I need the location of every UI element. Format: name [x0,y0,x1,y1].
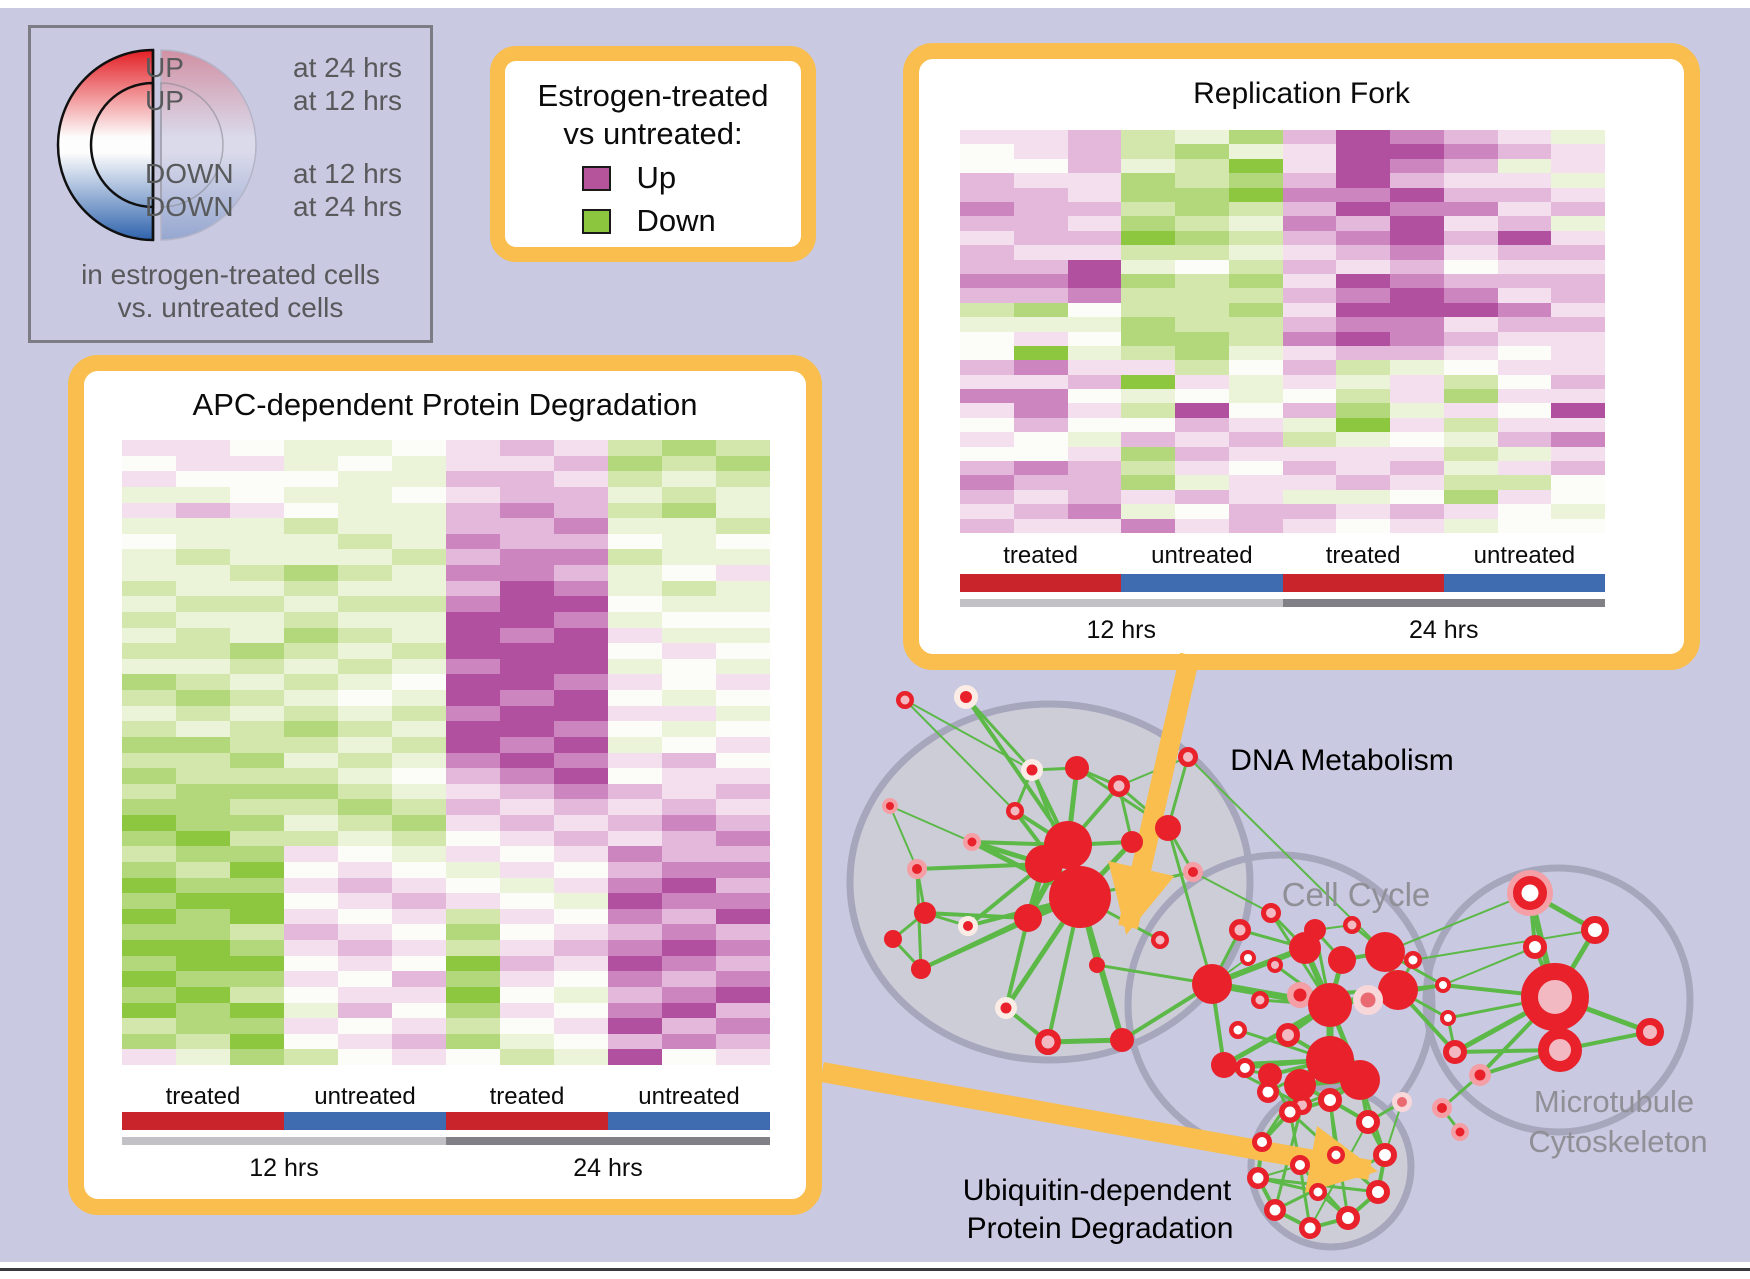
rf-condition-bar [960,574,1605,592]
rf-condition-labels: treated untreated treated untreated [1003,542,1576,569]
apc-condition-labels: treated untreated treated untreated [165,1083,740,1110]
legend-row-down-12: DOWN at 12 hrs [145,158,402,189]
apc-degradation-panel: APC-dependent Protein Degradation treate… [68,355,822,1215]
updown-ring-legend: UP at 24 hrs UP at 12 hrs DOWN at 12 hrs DO… [28,25,433,343]
rf-time-bar [960,599,1605,607]
apc-panel-title: APC-dependent Protein Degradation [192,387,698,422]
gradient-ring-icon [56,48,257,242]
apc-time-bar [122,1137,770,1145]
apc-time-labels: 12 hrs 24 hrs [249,1154,643,1182]
replication-fork-title: Replication Fork [1193,77,1410,110]
legend-row-up-24: UP at 24 hrs [145,52,402,83]
replication-fork-heatmap [960,130,1605,533]
apc-heatmap [122,440,770,1065]
legend-footer-1: in estrogen-treated cells [81,259,380,290]
legend-footer-2: vs. untreated cells [117,292,344,323]
down-color-swatch [581,208,611,234]
legend-item-up: Up [505,160,801,196]
apc-condition-bar [122,1112,770,1130]
figure-bottom-border [0,1268,1750,1271]
replication-fork-panel: Replication Fork treated untreated treated… [903,43,1700,670]
up-color-swatch [581,165,611,191]
rf-time-labels: 12 hrs 24 hrs [1086,616,1479,644]
legend-item-down: Down [505,203,801,239]
legend-row-down-24: DOWN at 24 hrs [145,191,402,222]
legend-row-up-12: UP at 12 hrs [145,85,402,116]
estrogen-legend-title: Estrogen-treated vs untreated: [537,78,769,151]
estrogen-legend: Estrogen-treated vs untreated: Up Down [490,46,816,262]
